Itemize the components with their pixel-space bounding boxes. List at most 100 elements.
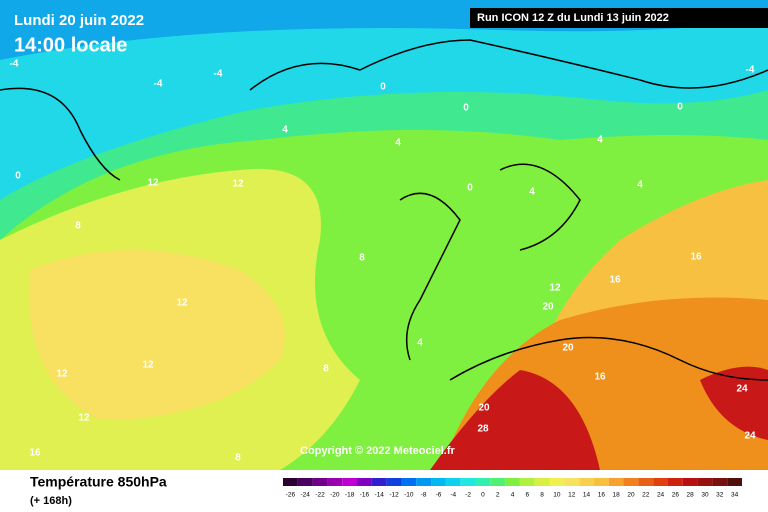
contour-label: 12 [78,413,90,424]
colorbar-swatch [653,478,668,486]
colorbar-swatch [564,478,580,486]
coastlines [0,39,768,381]
colorbar-swatch [357,478,372,486]
colorbar-tick-label: 8 [540,492,544,499]
contour-label: 8 [235,453,241,464]
map-time: 14:00 locale [14,34,127,56]
colorbar-swatch [682,478,698,486]
coastline [0,87,121,181]
contour-label: 0 [15,171,21,182]
temp-zone [700,366,768,440]
contour-label: 12 [549,283,561,294]
colorbar-tick-label: 6 [525,492,529,499]
contour-label: 20 [562,343,574,354]
colorbar-tick-label: 32 [716,492,724,499]
colorbar-tick-label: 12 [568,492,576,499]
contour-label: 0 [467,183,473,194]
map: -4 -4 -4 0 0 0 -4 0 12 12 8 4 4 0 4 4 4 12 12 12 12 16 8 8 4 12 16… [0,0,768,470]
colorbar-swatch [445,478,461,486]
legend-title: Température 850hPa [30,474,167,490]
colorbar-tick-label: 18 [613,492,621,499]
colorbar-swatch [608,478,624,486]
contour-label: 4 [282,125,288,136]
colorbar-swatch [697,478,713,486]
colorbar-tick-label: 4 [511,492,515,499]
contour-label: 12 [147,178,159,189]
run-info: Run ICON 12 Z du Lundi 13 juin 2022 [477,12,669,24]
copyright: Copyright © 2022 Meteociel.fr [300,445,456,457]
contour-label: 28 [477,424,489,435]
contour-label: 4 [529,187,535,198]
colorbar-swatch [342,478,358,486]
legend-subtitle: (+ 168h) [30,495,72,507]
colorbar-swatch [593,478,609,486]
contour-label: 20 [542,302,554,313]
colorbar-tick-label: -20 [330,492,340,499]
colorbar-swatch [371,478,387,486]
contour-label: 24 [736,384,748,395]
colorbar-tick-label: -12 [389,492,399,499]
contour-label: 12 [176,298,188,309]
colorbar-swatch [386,478,402,486]
run-box [470,8,768,28]
colorbar-swatch [505,478,520,486]
contour-label: -4 [154,79,163,90]
colorbar-tick-label: 2 [496,492,500,499]
coastline [249,39,768,91]
colorbar-tick-label: -10 [404,492,414,499]
colorbar-tick-label: 28 [687,492,695,499]
contour-label: 24 [744,431,756,442]
contour-label: 16 [29,448,41,459]
colorbar-swatch [549,478,565,486]
contour-label: -4 [10,59,19,70]
temp-zone [28,250,285,420]
colorbar-tick-label: 24 [657,492,665,499]
colorbar-tick-label: -26 [286,492,296,499]
colorbar-tick-label: 14 [583,492,591,499]
colorbar-swatch [534,478,550,486]
contour-label: 16 [690,252,702,263]
colorbar: -26 -24 -22 -20 -18 -16 -14 -12 -10 -8 -6 -4 -2 0 2 4 6 8… [283,478,742,499]
colorbar-swatch [283,478,298,486]
colorbar-swatch [579,478,594,486]
colorbar-tick-label: 34 [731,492,739,499]
colorbar-swatch [312,478,328,486]
colorbar-tick-label: -22 [315,492,325,499]
colorbar-tick-label: -6 [436,492,442,499]
colorbar-swatch [490,478,506,486]
colorbar-tick-label: 26 [672,492,680,499]
contour-label: 12 [142,360,154,371]
contour-label: 0 [677,102,683,113]
contour-label: 8 [323,364,329,375]
colorbar-swatch [431,478,446,486]
contour-label: 12 [56,369,68,380]
contour-label: 16 [594,372,606,383]
contour-label: -4 [214,69,223,80]
colorbar-tick-label: 0 [481,492,485,499]
colorbar-swatch [667,478,683,486]
colorbar-tick-label: -4 [450,492,456,499]
contour-label: 8 [359,253,365,264]
coastline [399,192,461,361]
contour-label: 4 [417,338,423,349]
contour-label: 12 [232,179,244,190]
contour-label: 4 [597,135,603,146]
contour-label: 0 [463,103,469,114]
colorbar-tick-label: -18 [345,492,355,499]
colorbar-tick-label: -16 [360,492,370,499]
contour-label: 4 [637,180,643,191]
colorbar-tick-label: 10 [553,492,561,499]
contour-label: 20 [478,403,490,414]
colorbar-tick-label: -2 [465,492,471,499]
colorbar-tick-label: 30 [701,492,709,499]
colorbar-swatch [401,478,417,486]
colorbar-swatch [638,478,654,486]
contour-label: 4 [395,138,401,149]
colorbar-tick-label: -14 [375,492,385,499]
colorbar-swatch [460,478,476,486]
colorbar-tick-label: -8 [421,492,427,499]
coastline [499,163,581,251]
map-date: Lundi 20 juin 2022 [14,12,144,29]
contour-label: -4 [746,65,755,76]
